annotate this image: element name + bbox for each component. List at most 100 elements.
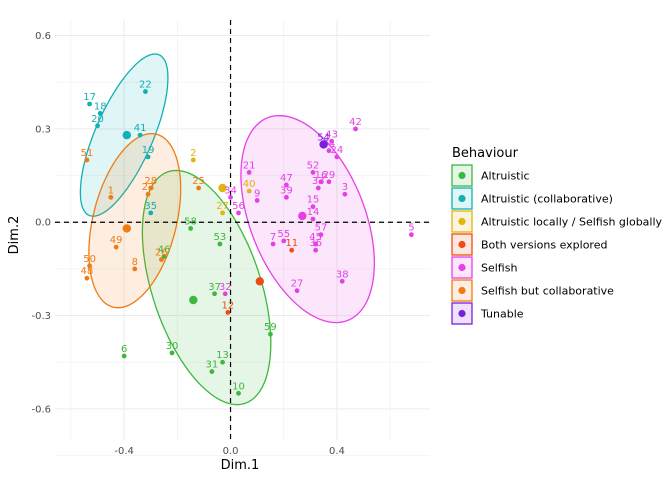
point-label: 26: [155, 248, 168, 259]
legend-key-dot: [458, 171, 466, 180]
group-centroid: [122, 224, 132, 233]
point-label: 46: [158, 244, 171, 255]
data-point: [246, 170, 252, 175]
data-point: [326, 179, 332, 185]
data-point: [246, 188, 252, 194]
legend-item: Altruistic (collaborative): [451, 187, 613, 210]
point-label: 27: [291, 279, 304, 290]
legend-item: Both versions explored: [451, 233, 607, 256]
ellipse-selfish: [240, 114, 376, 324]
data-point: [342, 191, 348, 197]
point-label: 38: [336, 269, 349, 280]
point-label: 7: [270, 232, 276, 243]
y-tick-label: -0.3: [31, 311, 51, 322]
group-centroid: [298, 211, 307, 221]
data-point: [318, 179, 324, 185]
data-point: [148, 185, 154, 191]
data-point: [228, 194, 233, 200]
point-label: 13: [216, 350, 229, 361]
point-label: 17: [83, 92, 96, 103]
legend-label: Selfish but collaborative: [481, 285, 614, 298]
data-point: [87, 101, 92, 107]
point-label: 9: [254, 188, 260, 199]
point-label: 6: [121, 344, 127, 355]
data-point: [217, 241, 223, 247]
point-label: 56: [232, 201, 245, 212]
point-label: 40: [243, 179, 256, 190]
legend-label: Selfish: [481, 262, 517, 275]
data-points: 6133031374653585910171820224119352274011…: [81, 80, 415, 396]
point-label: 50: [83, 254, 96, 265]
data-point: [310, 204, 316, 210]
point-label: 11: [285, 238, 298, 249]
point-label: 55: [277, 229, 290, 240]
data-point: [222, 291, 228, 297]
point-label: 35: [144, 201, 157, 212]
data-point: [97, 110, 103, 116]
point-label: 42: [349, 117, 362, 128]
point-label: 33: [312, 176, 325, 187]
y-tick-label: 0.6: [35, 31, 51, 42]
legend-title: Behaviour: [452, 146, 519, 161]
point-label: 57: [315, 223, 328, 234]
y-tick-label: 0.3: [35, 124, 51, 135]
data-point: [121, 353, 127, 359]
data-point: [225, 310, 231, 315]
group-centroid: [189, 295, 198, 305]
point-label: 14: [307, 207, 320, 218]
data-point: [310, 216, 316, 222]
data-point: [329, 138, 334, 144]
point-label: 49: [110, 235, 123, 246]
data-point: [236, 390, 241, 396]
data-point: [313, 247, 319, 253]
point-label: 8: [132, 257, 138, 268]
legend-key-dot: [458, 263, 466, 272]
point-label: 58: [184, 216, 197, 227]
legend-item: Altruistic locally / Selfish globally: [451, 210, 663, 233]
data-point: [353, 126, 358, 132]
data-point: [84, 275, 90, 281]
panel-grid: [55, 20, 430, 456]
data-point: [310, 170, 316, 175]
ellipse-altruistic: [141, 169, 272, 406]
point-label: 18: [94, 101, 107, 112]
legend-item: Tunable: [451, 302, 524, 325]
point-label: 27: [216, 201, 229, 212]
point-label: 52: [307, 160, 320, 171]
data-point: [270, 241, 276, 247]
data-point: [137, 132, 143, 138]
data-point: [220, 359, 225, 365]
point-label: 32: [219, 282, 232, 293]
point-label: 53: [214, 232, 227, 243]
point-label: 24: [331, 145, 344, 156]
legend-label: Altruistic: [481, 170, 530, 183]
data-point: [313, 241, 319, 247]
data-point: [188, 226, 194, 231]
legend-label: Altruistic (collaborative): [481, 193, 613, 206]
data-point: [281, 238, 287, 244]
point-label: 37: [208, 282, 221, 293]
data-point: [209, 369, 215, 374]
point-label: 21: [243, 160, 256, 171]
data-point: [326, 148, 332, 154]
point-label: 5: [408, 223, 414, 234]
group-centroid: [122, 130, 132, 140]
point-label: 16: [315, 170, 328, 181]
point-label: 44: [323, 139, 336, 150]
data-point: [294, 288, 300, 294]
point-label: 20: [91, 114, 104, 125]
point-label: 25: [192, 176, 205, 187]
legend-label: Both versions explored: [481, 239, 607, 252]
data-point: [408, 232, 414, 238]
data-point: [132, 266, 138, 272]
data-point: [158, 257, 164, 262]
legend-key-dot: [458, 286, 466, 295]
point-label: 54: [317, 132, 330, 143]
data-point: [254, 198, 260, 203]
data-point: [113, 244, 119, 250]
legend-label: Altruistic locally / Selfish globally: [481, 216, 663, 229]
point-label: 45: [309, 232, 322, 243]
x-tick-label: 0.0: [223, 446, 239, 457]
point-label: 48: [81, 266, 94, 277]
point-label: 28: [144, 176, 157, 187]
